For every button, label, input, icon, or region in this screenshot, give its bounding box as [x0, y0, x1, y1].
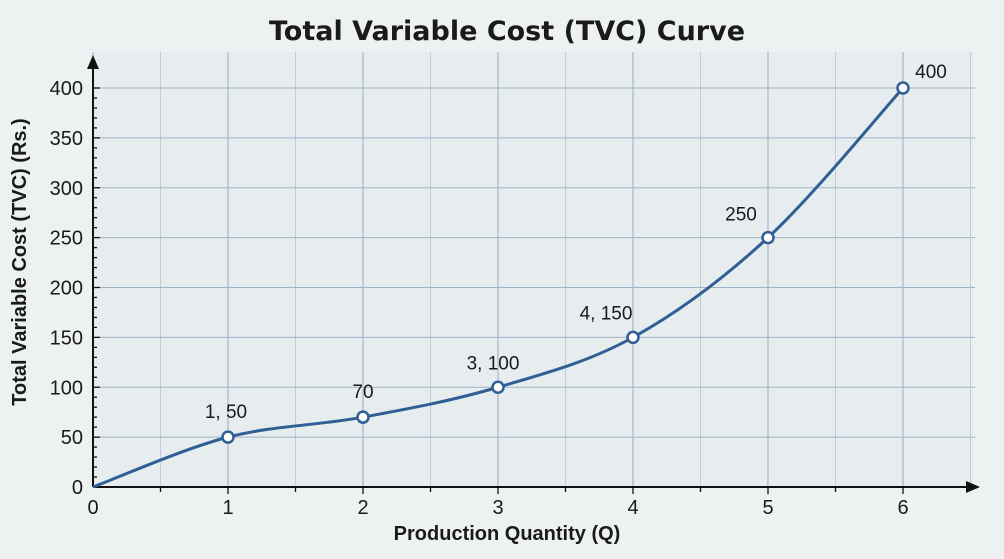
data-points — [221, 81, 910, 444]
x-axis-arrow — [966, 481, 980, 493]
tick-labels: 0 1 2 3 4 5 6 0 50 100 150 200 250 300 350 400 — [50, 78, 909, 519]
data-label: 4, 150 — [580, 303, 633, 324]
x-axis-title: Production Quantity (Q) — [394, 523, 621, 545]
y-tick-label: 400 — [50, 78, 83, 100]
x-tick-label: 4 — [627, 497, 638, 519]
data-labels: 1, 50 70 3, 100 4, 150 250 400 — [205, 62, 947, 423]
y-tick-label: 150 — [50, 327, 83, 349]
x-tick-label: 6 — [897, 497, 908, 519]
y-tick-label: 250 — [50, 228, 83, 250]
data-point — [491, 380, 505, 394]
x-tick-label: 5 — [762, 497, 773, 519]
data-point — [626, 330, 640, 345]
chart-title: Total Variable Cost (TVC) Curve — [269, 16, 745, 47]
x-tick-label: 0 — [87, 497, 98, 519]
x-tick-label: 3 — [492, 497, 503, 519]
y-axis-title: Total Variable Cost (TVC) (Rs.) — [9, 118, 31, 405]
y-tick-label: 50 — [61, 427, 83, 449]
data-label: 400 — [915, 62, 947, 83]
data-point — [896, 81, 910, 95]
plot-background — [93, 52, 973, 487]
data-point — [761, 230, 775, 245]
grid — [92, 52, 975, 488]
axes — [87, 55, 980, 494]
data-label: 3, 100 — [467, 353, 520, 374]
data-point — [221, 430, 235, 444]
y-tick-label: 350 — [50, 128, 83, 150]
y-tick-label: 100 — [50, 377, 83, 399]
y-axis-arrow — [87, 55, 99, 69]
y-tick-label: 0 — [72, 477, 83, 499]
data-point — [356, 410, 370, 424]
data-label: 70 — [352, 382, 373, 403]
data-label: 250 — [725, 205, 757, 226]
y-tick-label: 300 — [50, 178, 83, 200]
x-tick-label: 1 — [222, 497, 233, 519]
y-tick-label: 200 — [50, 278, 83, 300]
x-tick-label: 2 — [357, 497, 368, 519]
data-label: 1, 50 — [205, 402, 247, 423]
